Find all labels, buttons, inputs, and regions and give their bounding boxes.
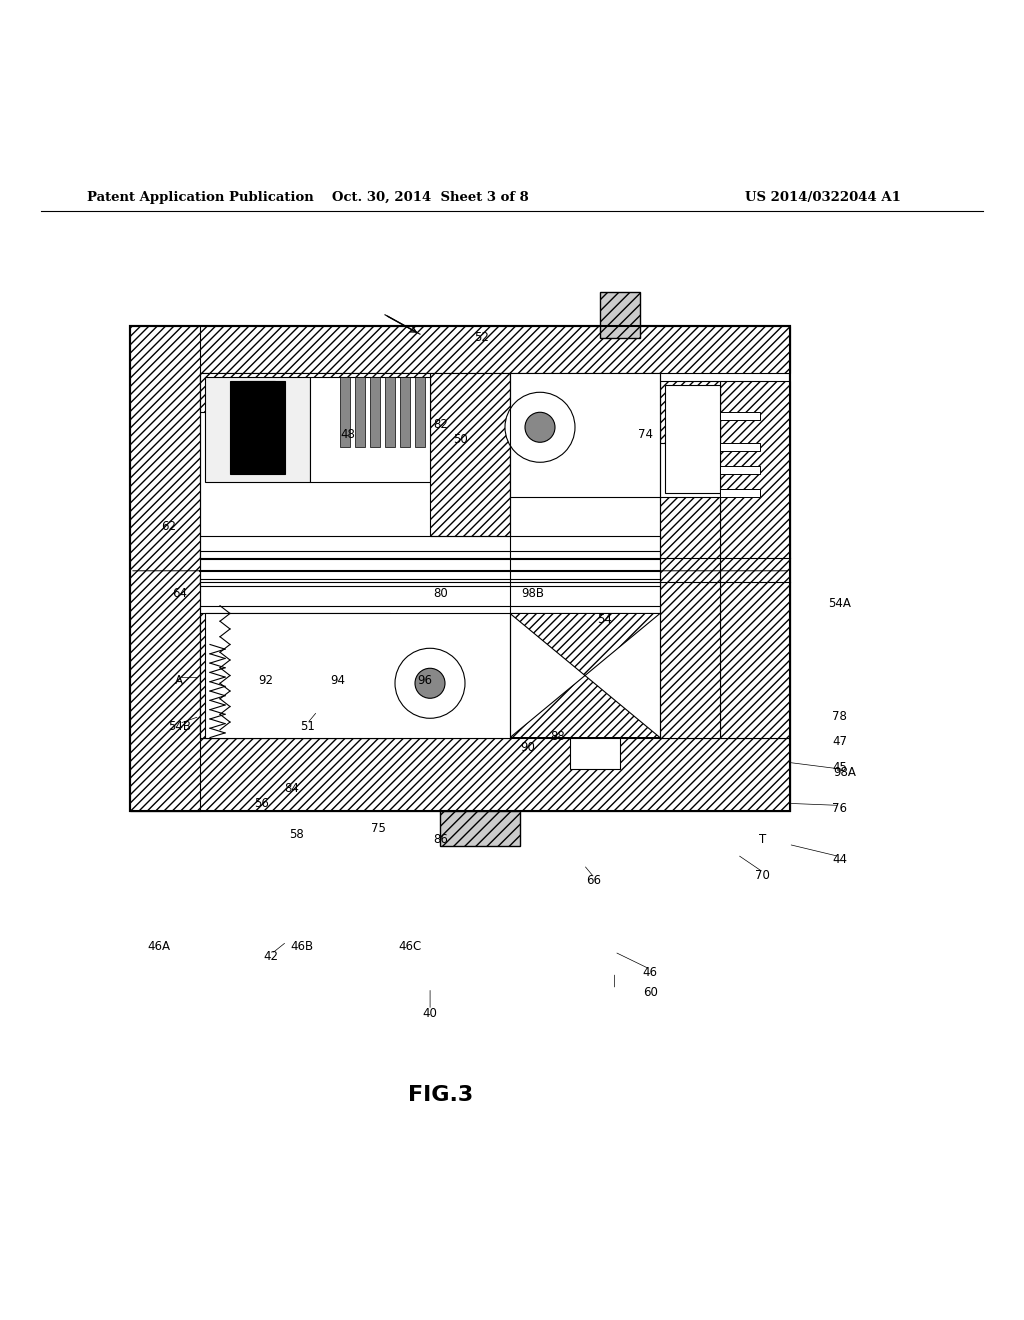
Text: 98A: 98A	[834, 766, 856, 779]
Text: 52: 52	[474, 331, 488, 345]
Polygon shape	[130, 326, 200, 812]
Text: 96: 96	[418, 675, 432, 686]
Bar	[720, 490, 760, 498]
Text: 84: 84	[285, 781, 299, 795]
Text: 54: 54	[597, 612, 611, 626]
Text: US 2014/0322044 A1: US 2014/0322044 A1	[745, 190, 901, 203]
Bar	[400, 376, 410, 446]
Bar	[600, 292, 640, 338]
Bar	[310, 376, 430, 482]
Text: 64: 64	[172, 587, 186, 599]
Circle shape	[525, 412, 555, 442]
Bar	[205, 614, 510, 738]
Text: 75: 75	[372, 822, 386, 836]
Polygon shape	[660, 498, 720, 738]
Bar	[340, 376, 350, 446]
Text: 44: 44	[833, 853, 847, 866]
Circle shape	[395, 648, 465, 718]
Text: 86: 86	[433, 833, 447, 846]
Bar	[370, 376, 380, 446]
Bar	[510, 374, 660, 498]
Bar	[665, 384, 720, 494]
Polygon shape	[430, 374, 510, 536]
Text: 90: 90	[520, 741, 535, 754]
Bar	[720, 412, 760, 420]
Text: 62: 62	[162, 520, 176, 533]
Text: 47: 47	[833, 735, 847, 748]
Text: T: T	[759, 833, 767, 846]
Text: 60: 60	[643, 986, 657, 999]
Text: 78: 78	[833, 710, 847, 723]
Circle shape	[415, 668, 445, 698]
Text: 94: 94	[331, 675, 345, 686]
Bar	[415, 376, 425, 446]
Text: 51: 51	[300, 721, 314, 733]
Text: Oct. 30, 2014  Sheet 3 of 8: Oct. 30, 2014 Sheet 3 of 8	[332, 190, 528, 203]
Bar	[570, 738, 620, 768]
Bar	[205, 376, 310, 482]
Text: A: A	[175, 675, 183, 686]
Text: 66: 66	[587, 874, 601, 887]
Text: 76: 76	[833, 803, 847, 814]
Text: 88: 88	[551, 730, 565, 743]
Bar	[230, 380, 285, 474]
Text: 54A: 54A	[828, 597, 851, 610]
Text: 70: 70	[756, 869, 770, 882]
Bar	[385, 376, 395, 446]
Text: Patent Application Publication: Patent Application Publication	[87, 190, 313, 203]
Text: 74: 74	[638, 428, 652, 441]
Text: 46B: 46B	[291, 940, 313, 953]
Bar	[355, 376, 365, 446]
Text: 46C: 46C	[398, 940, 421, 953]
Bar	[720, 466, 760, 474]
Polygon shape	[200, 374, 430, 412]
Polygon shape	[510, 614, 660, 738]
Circle shape	[505, 392, 575, 462]
Text: 56: 56	[254, 797, 268, 810]
Text: 92: 92	[259, 675, 273, 686]
Text: 45: 45	[833, 762, 847, 774]
Bar	[720, 442, 760, 450]
Bar	[130, 326, 790, 812]
Bar	[200, 552, 660, 560]
Text: 54B: 54B	[168, 721, 190, 733]
Polygon shape	[660, 380, 720, 442]
Text: 82: 82	[433, 418, 447, 430]
Text: 58: 58	[290, 828, 304, 841]
Polygon shape	[720, 380, 790, 738]
Text: 98B: 98B	[521, 587, 544, 599]
Text: 46A: 46A	[147, 940, 170, 953]
Polygon shape	[130, 326, 790, 374]
Bar	[240, 380, 275, 470]
Text: 40: 40	[423, 1007, 437, 1020]
Polygon shape	[200, 614, 390, 738]
Text: 46: 46	[643, 966, 657, 979]
Polygon shape	[130, 738, 790, 812]
Text: FIG.3: FIG.3	[408, 1085, 473, 1105]
Bar	[200, 578, 660, 586]
Text: 48: 48	[341, 428, 355, 441]
Text: 42: 42	[264, 950, 279, 964]
Bar	[440, 812, 520, 846]
Text: 50: 50	[454, 433, 468, 446]
Text: 80: 80	[433, 587, 447, 599]
